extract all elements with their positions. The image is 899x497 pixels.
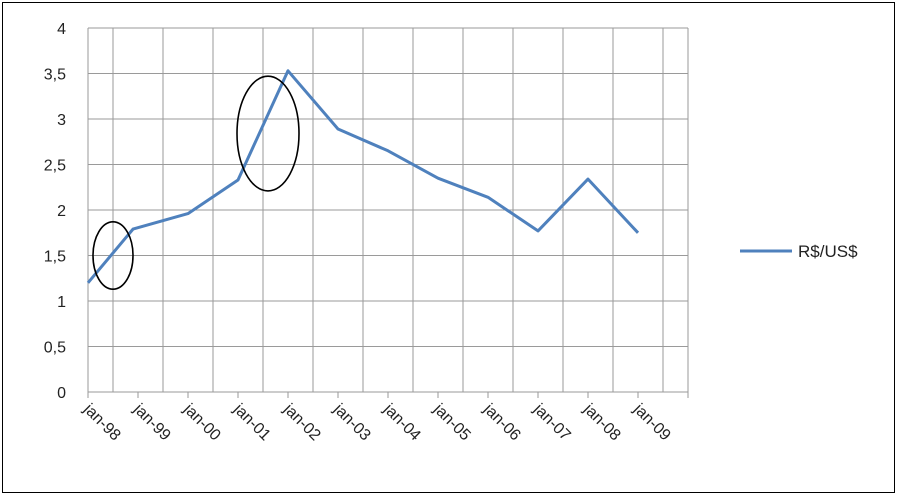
y-tick-label: 3 [57,112,66,129]
x-axis-ticks: jan-98 jan-99 jan-00 jan-01 jan-02 jan-03 jan-… [79,400,673,444]
y-tick-label: 2,5 [44,158,66,175]
highlight-ellipse [92,221,134,290]
highlight-ellipse [236,75,300,192]
legend: R$/US$ [740,242,858,261]
x-tick-label: jan-05 [429,400,473,444]
x-tick-label: jan-03 [329,400,373,444]
x-tick-label: jan-08 [579,400,623,444]
y-tick-label: 2 [57,203,66,220]
series-line [86,69,640,284]
annotation-layer [92,75,300,290]
y-tick-label: 1 [57,294,66,311]
x-tick-label: jan-09 [629,400,673,444]
x-tick-label: jan-06 [479,400,523,444]
x-tick-label: jan-02 [279,400,323,444]
grid [87,27,689,398]
series-layer [86,69,640,284]
x-tick-label: jan-00 [179,400,223,444]
y-tick-label: 4 [57,21,66,38]
x-tick-label: jan-99 [129,400,173,444]
y-tick-label: 1,5 [44,249,66,266]
legend-label: R$/US$ [798,242,858,261]
x-tick-label: jan-07 [529,400,573,444]
y-tick-label: 0 [57,385,66,402]
y-tick-label: 0,5 [44,340,66,357]
x-tick-label: jan-01 [229,400,273,444]
x-tick-label: jan-04 [379,400,423,444]
y-axis-ticks: 0 0,5 1 1,5 2 2,5 3 3,5 4 [44,21,66,402]
x-tick-label: jan-98 [79,400,123,444]
y-tick-label: 3,5 [44,67,66,84]
